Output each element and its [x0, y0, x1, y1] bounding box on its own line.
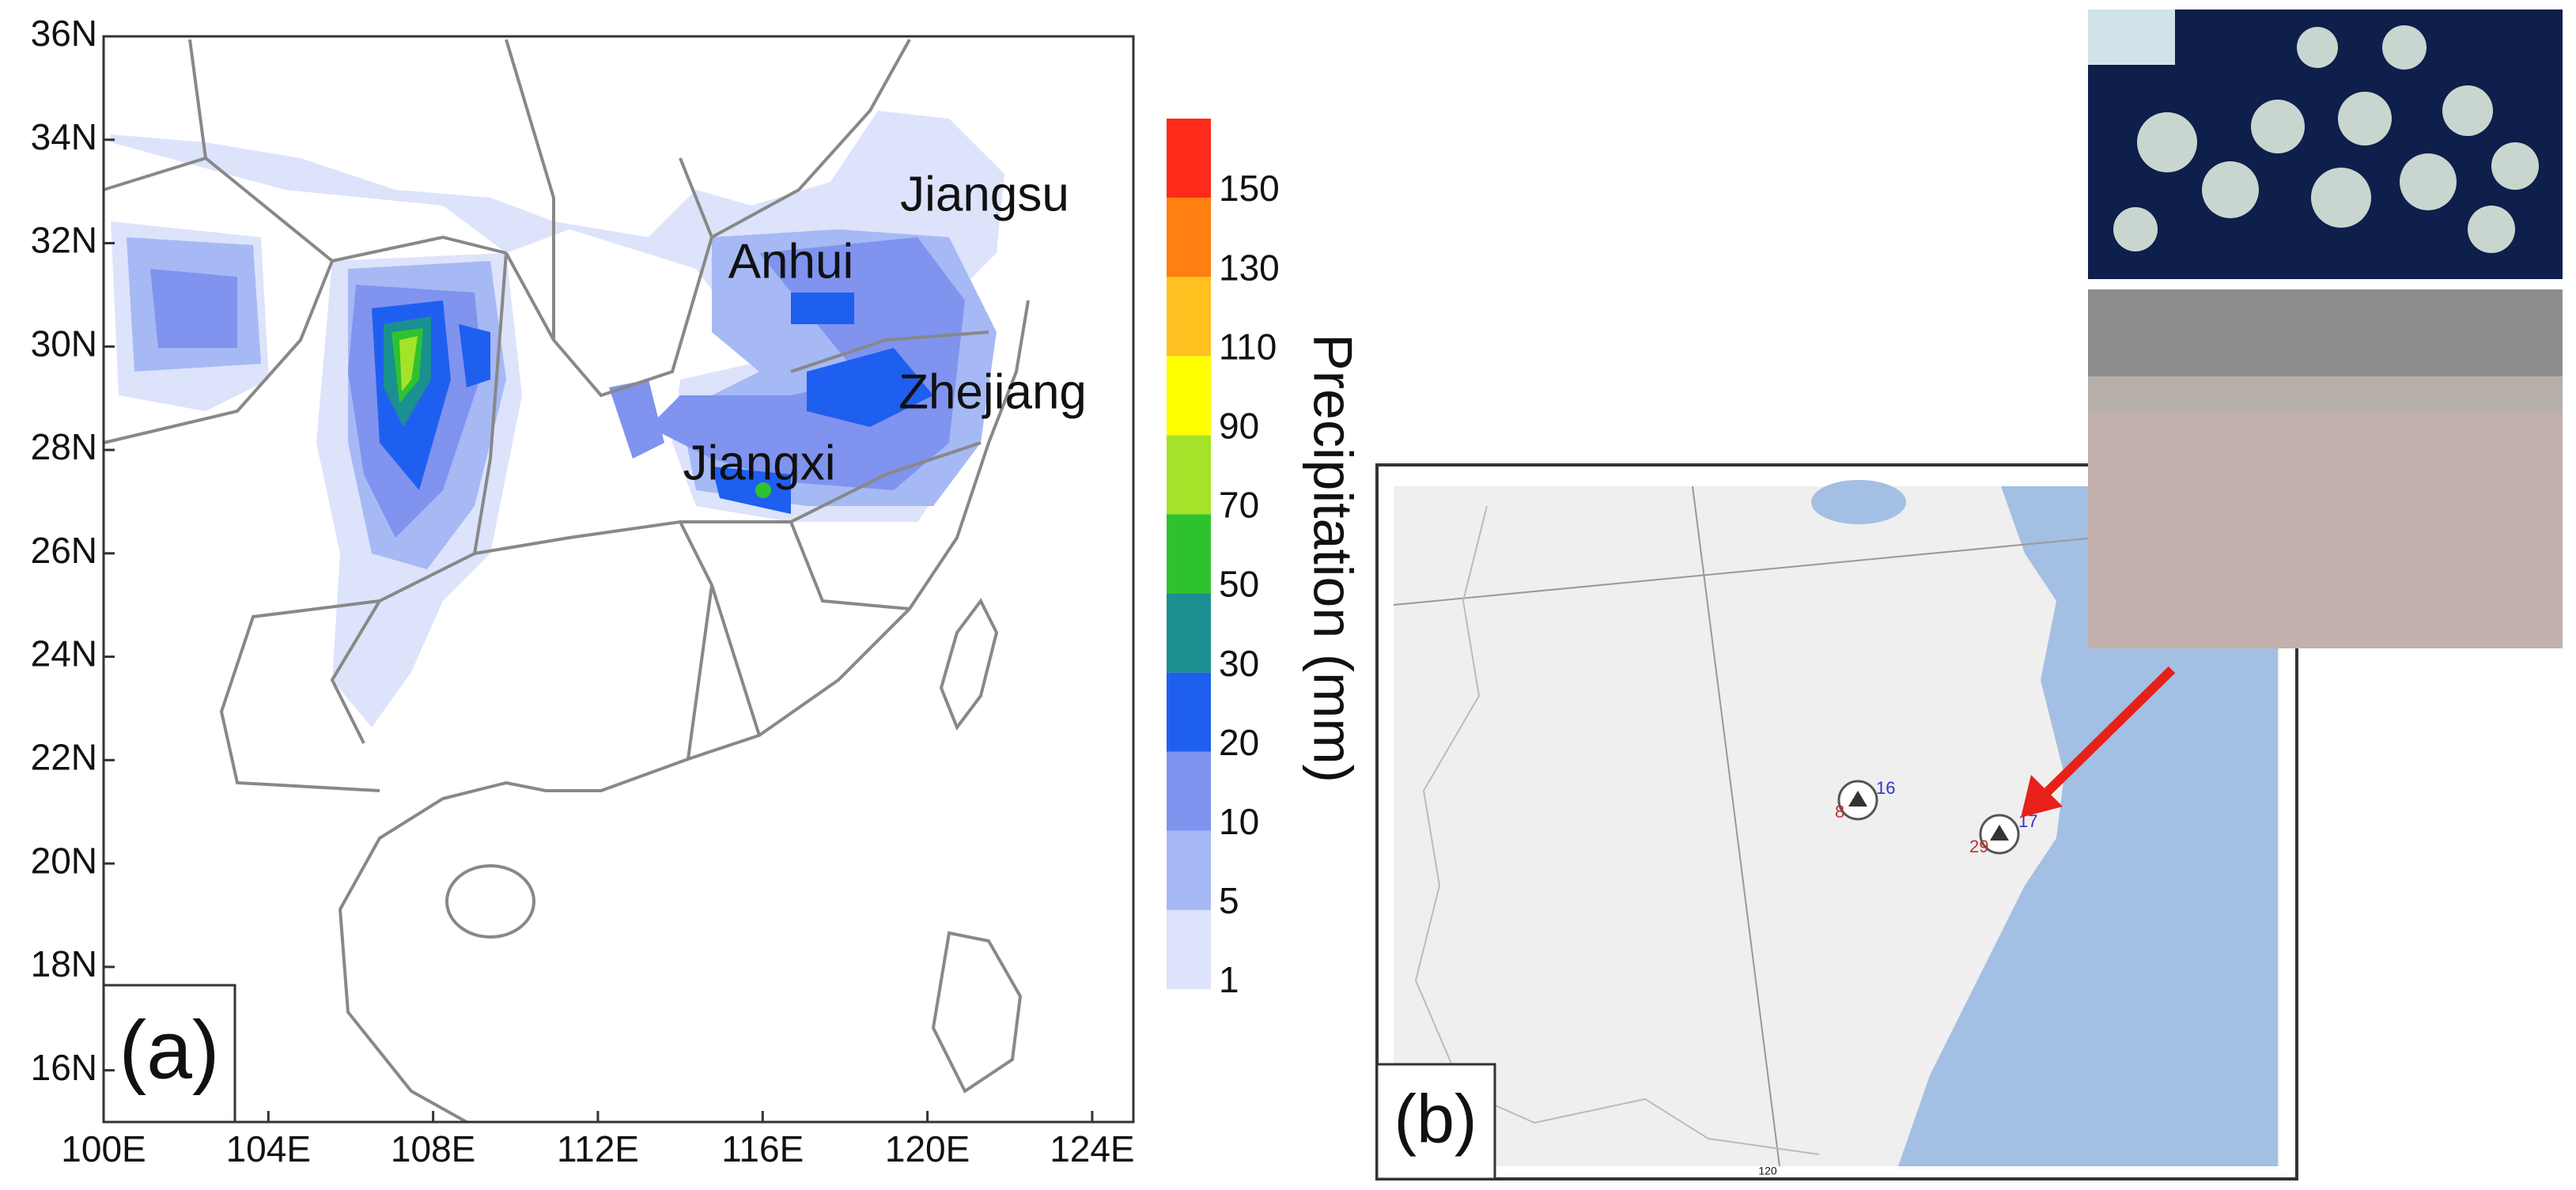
- colorbar-tick-label: 10: [1219, 801, 1259, 842]
- x-tick-label: 116E: [721, 1128, 804, 1169]
- colorbar-tick-label: 30: [1219, 643, 1259, 684]
- colorbar-box: [1167, 909, 1211, 989]
- hailstones: [2113, 25, 2539, 253]
- station-symbol: [1848, 791, 1867, 807]
- province-label: Jiangxi: [683, 436, 836, 490]
- arrow-shaft: [2041, 666, 2176, 799]
- y-tick-label: 26N: [31, 530, 97, 571]
- panel-label-box: [1375, 1063, 1496, 1181]
- station: 16 8: [1835, 778, 1895, 822]
- y-tick-label: 30N: [31, 323, 97, 364]
- x-tick-label: 124E: [1050, 1128, 1134, 1169]
- island: [931, 931, 1023, 1094]
- y-tick-label: 22N: [31, 736, 97, 777]
- colorbar-box: [1167, 277, 1211, 357]
- panel-label: (b): [1394, 1082, 1477, 1158]
- panel-a: (a) Jiangsu Anhui Zhejiang Jiangxi Preci…: [102, 35, 1364, 1124]
- shade-4: [712, 467, 791, 514]
- y-tick-label: 18N: [31, 943, 97, 984]
- shade-4: [807, 348, 933, 427]
- y-tick-label: 32N: [31, 220, 97, 261]
- x-tick-label: 100E: [61, 1128, 146, 1169]
- colorbar-tick-label: 50: [1219, 564, 1259, 605]
- colorbar-box: [1167, 672, 1211, 752]
- colorbar-tick-label: 70: [1219, 485, 1259, 526]
- shade-7: [399, 336, 418, 391]
- colorbar-tick-label: 1: [1219, 959, 1239, 1000]
- x-tick-label: 112E: [557, 1128, 639, 1169]
- panel-label: (a): [119, 1004, 219, 1096]
- colorbar-tick-label: 150: [1219, 168, 1280, 209]
- y-tick-label: 16N: [31, 1047, 97, 1088]
- station-value: 29: [1969, 837, 1988, 856]
- map-frame: [102, 35, 1135, 1124]
- lake: [1811, 480, 1906, 524]
- y-tick-label: 20N: [31, 840, 97, 881]
- photos: [2088, 9, 2563, 648]
- colorbar-box: [1167, 198, 1211, 278]
- panel-label-box: [102, 984, 236, 1124]
- colorbar-box: [1167, 593, 1211, 673]
- shade-4: [791, 293, 854, 324]
- axis-label: 120: [1758, 1165, 1777, 1177]
- x-tick-label: 104E: [226, 1128, 311, 1169]
- sea: [1898, 486, 2278, 1166]
- province-label: Zhejiang: [898, 365, 1087, 419]
- colorbar-tick-label: 130: [1219, 247, 1280, 288]
- boundaries: [1414, 505, 1820, 1155]
- province-label: Jiangsu: [900, 167, 1069, 221]
- station-value: 8: [1835, 802, 1844, 822]
- taiwan: [939, 598, 999, 731]
- arrow-head: [2021, 775, 2063, 818]
- shade-3: [609, 380, 664, 459]
- y-tick-label: 36N: [31, 13, 97, 54]
- colorbar-box: [1167, 356, 1211, 436]
- shade-6: [755, 482, 771, 498]
- y-tick-label: 34N: [31, 116, 97, 157]
- colorbar-tick-label: 20: [1219, 722, 1259, 763]
- colorbar-box: [1167, 514, 1211, 594]
- colorbar-tick-label: 90: [1219, 406, 1259, 447]
- coastline: [338, 300, 1030, 1124]
- grid-lines: [1393, 485, 2097, 1167]
- precip-shading: [111, 111, 1004, 727]
- shade-4: [459, 324, 490, 387]
- colorbar-box: [1167, 119, 1211, 198]
- y-tick-label: 28N: [31, 426, 97, 467]
- shade-3: [649, 237, 965, 490]
- colorbar-label: Precipitation (mm): [1303, 334, 1364, 783]
- colorbar-tick-label: 110: [1219, 326, 1277, 367]
- colorbar-box: [1167, 435, 1211, 515]
- photo-object: [2088, 9, 2175, 65]
- street-background: [2088, 289, 2563, 376]
- colorbar-box: [1167, 830, 1211, 910]
- boundaries: [103, 39, 1030, 1124]
- x-tick-label: 108E: [391, 1128, 475, 1169]
- province-label: Anhui: [728, 234, 854, 289]
- colorbar-tick-label: 5: [1219, 880, 1239, 921]
- shade-3: [150, 269, 237, 348]
- colorbar-box: [1167, 751, 1211, 831]
- hail-ground: [2088, 411, 2563, 648]
- y-tick-label: 24N: [31, 633, 97, 674]
- hainan: [445, 864, 535, 939]
- x-tick-label: 120E: [885, 1128, 970, 1169]
- station-value: 16: [1876, 778, 1895, 798]
- province-lines: [103, 39, 989, 792]
- station-symbol: [1990, 825, 2009, 841]
- station: 17 29: [1969, 811, 2037, 856]
